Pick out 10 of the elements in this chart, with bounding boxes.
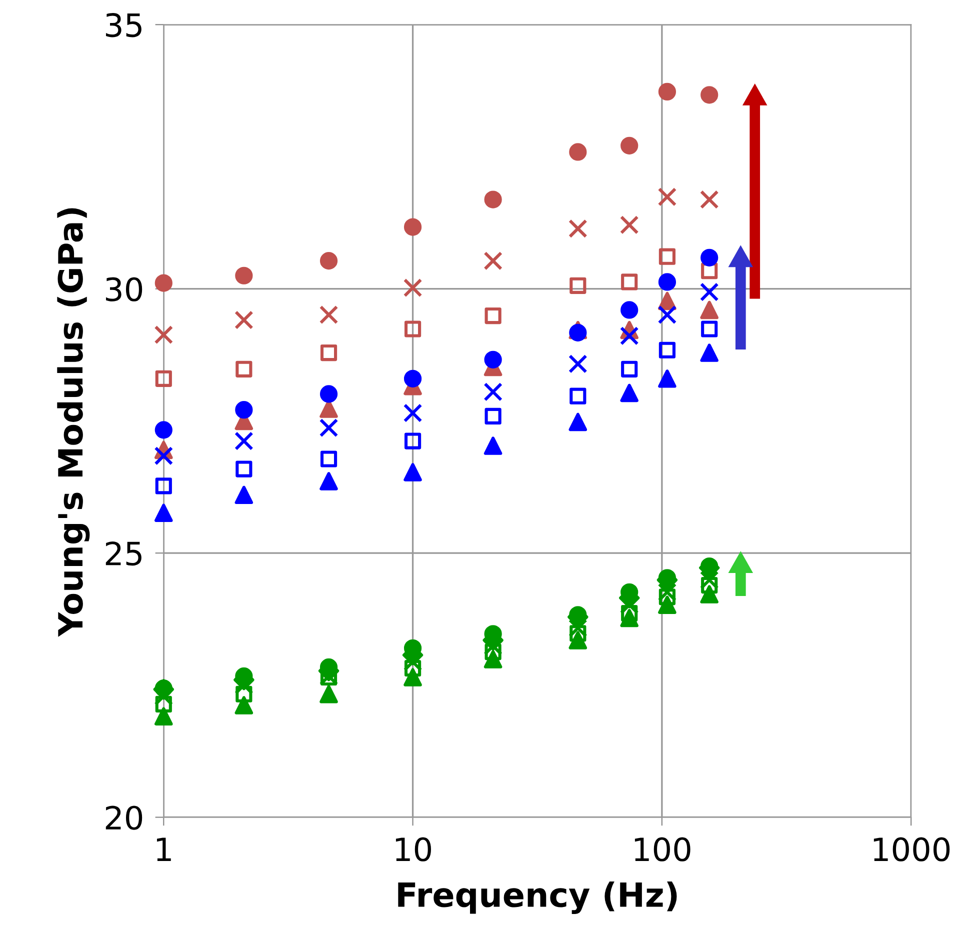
x-tick-label: 100 (634, 837, 690, 862)
x-tick-label: 1 (156, 838, 171, 861)
x-tick-label: 1000 (874, 837, 950, 862)
y-tick-label: 20 (106, 806, 142, 830)
y-tick-label: 30 (106, 277, 142, 302)
y-tick-label: 35 (106, 13, 142, 38)
y-tick-label: 25 (106, 541, 142, 566)
y-axis-title: Young's Modulus (GPa) (57, 208, 90, 637)
x-axis-title: Frequency (Hz) (398, 882, 677, 914)
x-tick-label: 10 (396, 837, 431, 862)
